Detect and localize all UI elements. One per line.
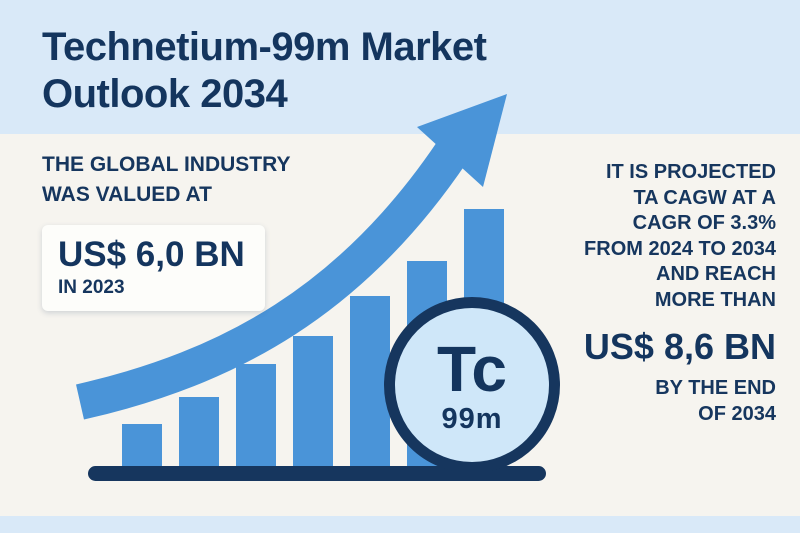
projection-line-1: IT IS PROJECTED: [605, 161, 776, 183]
value-card-2023: US$ 6,0 BN IN 2023: [42, 224, 265, 312]
projection-line-4: FROM 2024 TO 2034: [584, 237, 776, 260]
footer-band: [0, 516, 800, 533]
chart-bar: [236, 364, 276, 467]
projection-line-2: TA CAGW AT A: [633, 186, 776, 209]
tc-element-badge: Tc 99m: [384, 297, 560, 473]
header-band: Technetium-99m Market Outlook 2034: [0, 0, 800, 134]
page-title: Technetium-99m Market Outlook 2034: [42, 24, 487, 118]
projection-line-3: CAGR OF 3.3%: [632, 212, 776, 235]
left-panel: THE GLOBAL INDUSTRY WAS VALUED AT US$ 6,…: [42, 150, 312, 312]
value-2034: US$ 8,6 BN: [583, 325, 776, 367]
title-line-2: Outlook 2034: [42, 72, 288, 117]
chart-bar: [122, 424, 162, 467]
projection-line-5: AND REACH: [656, 263, 776, 286]
value-2034-caption-1: BY THE END: [655, 376, 776, 399]
value-2023: US$ 6,0 BN: [58, 234, 245, 274]
right-panel: IT IS PROJECTED TA CAGW AT A CAGR OF 3.3…: [541, 160, 776, 427]
left-intro-line-2: WAS VALUED AT: [42, 183, 212, 207]
element-mass: 99m: [441, 402, 503, 435]
title-line-1: Technetium-99m Market: [42, 25, 487, 69]
value-2034-caption-2: OF 2034: [698, 402, 776, 425]
chart-bar: [350, 296, 390, 467]
value-2023-caption: IN 2023: [58, 277, 125, 299]
chart-bar: [179, 397, 219, 467]
chart-bar: [293, 336, 333, 467]
projection-line-6: MORE THAN: [654, 288, 776, 311]
element-symbol: Tc: [437, 332, 507, 405]
chart-baseline: [88, 466, 546, 481]
left-intro-line-1: THE GLOBAL INDUSTRY: [42, 153, 291, 176]
